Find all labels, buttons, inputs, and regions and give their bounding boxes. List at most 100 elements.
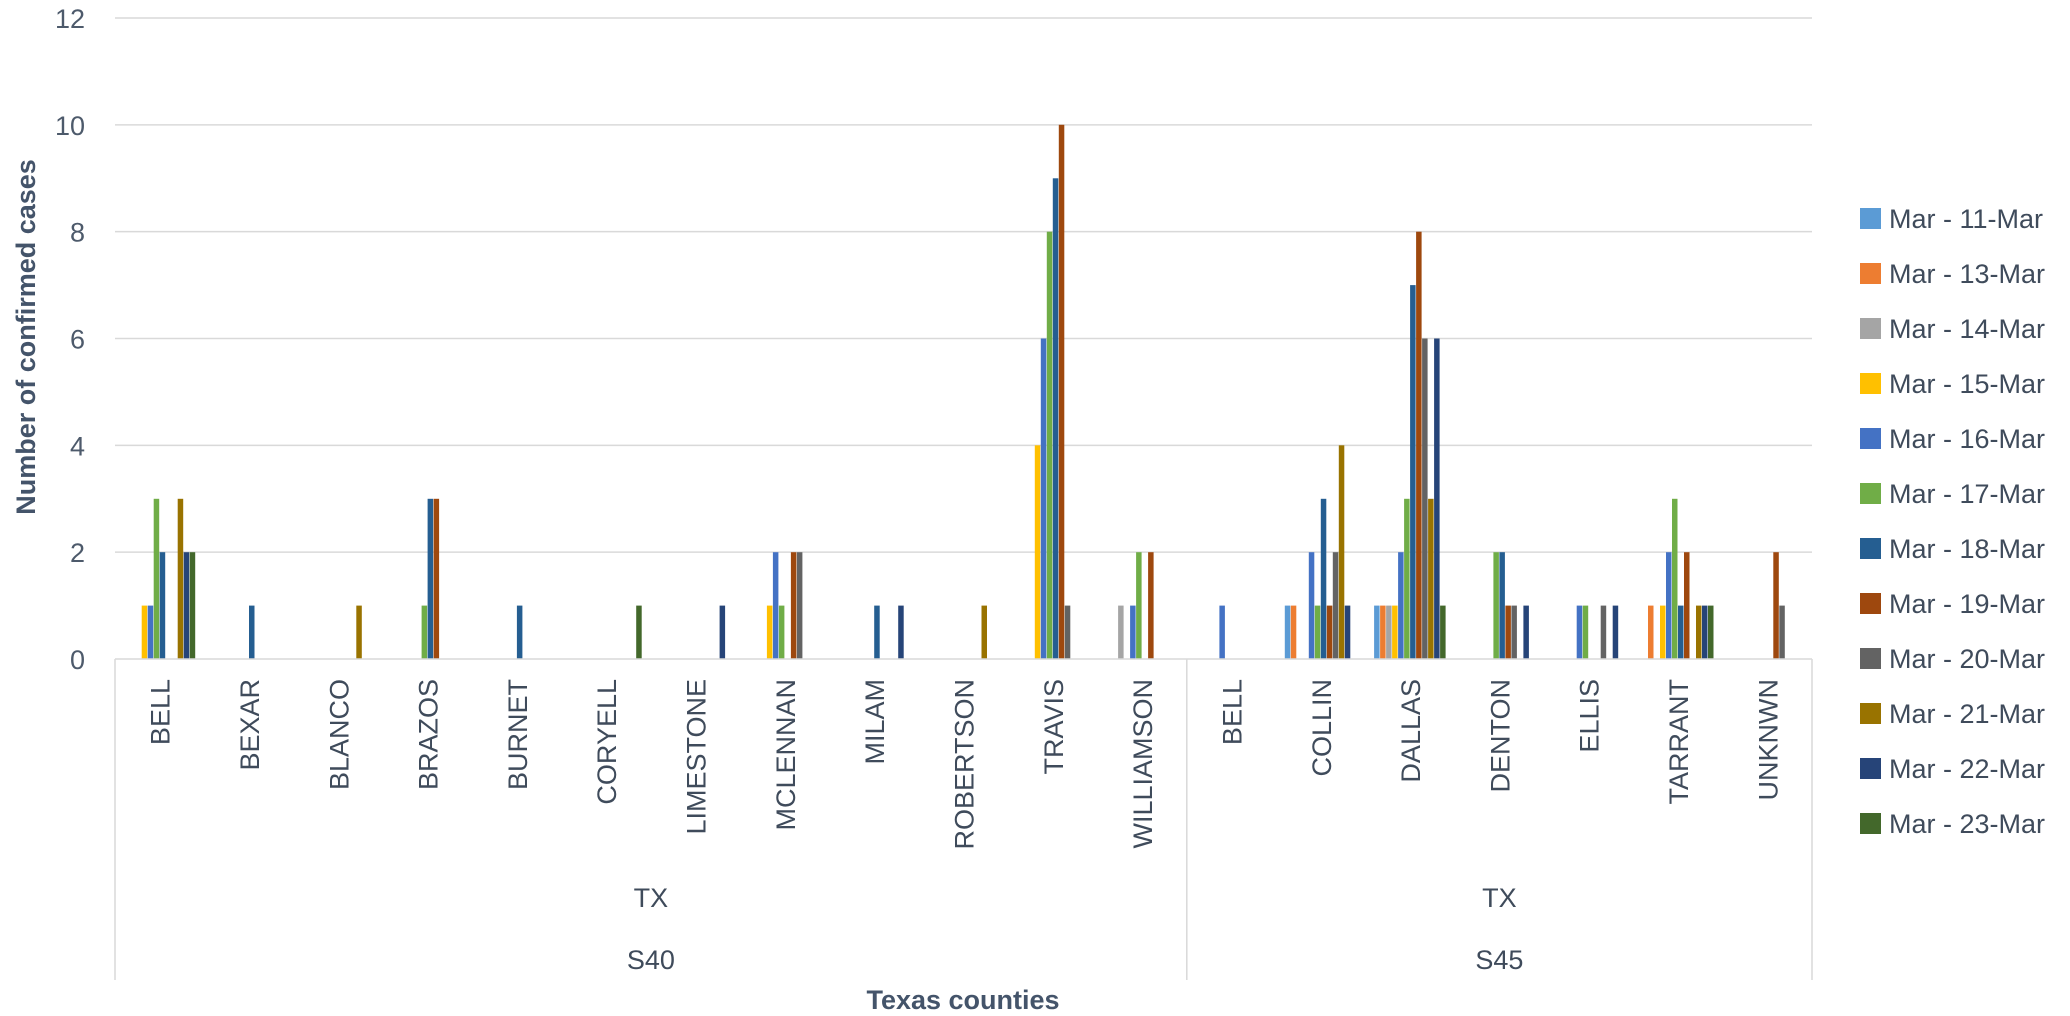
bar bbox=[421, 605, 428, 659]
legend-swatch bbox=[1860, 373, 1881, 394]
bar bbox=[1040, 338, 1047, 659]
legend-label: Mar - 14-Mar bbox=[1889, 314, 2045, 344]
legend-label: Mar - 13-Mar bbox=[1889, 259, 2045, 289]
x-tick-label: TARRANT bbox=[1664, 679, 1694, 805]
bar bbox=[1499, 552, 1505, 659]
x-tick-label: BLANCO bbox=[324, 679, 354, 790]
bar bbox=[1219, 605, 1225, 659]
group-label: S40 bbox=[627, 945, 675, 975]
x-tick-label: BELL bbox=[1217, 679, 1247, 745]
legend-swatch bbox=[1860, 758, 1881, 779]
y-tick-label: 10 bbox=[55, 111, 85, 141]
legend-swatch bbox=[1860, 263, 1881, 284]
x-tick-label: MCLENNAN bbox=[771, 679, 801, 831]
bar bbox=[249, 605, 255, 659]
bar bbox=[177, 498, 184, 660]
group-label: S45 bbox=[1475, 945, 1523, 975]
bar bbox=[1416, 231, 1422, 659]
gridlines bbox=[115, 17, 1812, 553]
bar bbox=[1434, 338, 1440, 659]
bar bbox=[153, 498, 160, 660]
bar bbox=[147, 605, 154, 659]
legend-swatch bbox=[1860, 483, 1881, 504]
legend-swatch bbox=[1860, 703, 1881, 724]
x-tick-label: BURNET bbox=[503, 679, 533, 790]
bar bbox=[1034, 445, 1041, 659]
x-tick-label: UNKNWN bbox=[1753, 679, 1783, 801]
bar bbox=[898, 605, 904, 659]
x-axis-title: Texas counties bbox=[866, 985, 1059, 1015]
bar bbox=[719, 605, 726, 659]
bar bbox=[790, 552, 797, 659]
bar bbox=[1314, 605, 1321, 659]
bar bbox=[1666, 552, 1672, 659]
bar bbox=[1582, 605, 1589, 659]
bar bbox=[1130, 605, 1136, 659]
x-tick-label: TRAVIS bbox=[1039, 679, 1069, 775]
bar bbox=[1136, 552, 1142, 659]
bar bbox=[1338, 445, 1345, 659]
bar bbox=[1576, 605, 1583, 659]
legend: Mar - 11-Mar Mar - 13-Mar Mar - 14-Mar Mar … bbox=[1860, 204, 2045, 839]
bar bbox=[1648, 605, 1654, 659]
bar bbox=[1696, 605, 1702, 659]
bar bbox=[1523, 605, 1529, 659]
bar bbox=[1392, 605, 1398, 659]
bar bbox=[1118, 605, 1124, 659]
x-tick-label: BELL bbox=[146, 679, 176, 745]
bar bbox=[1320, 498, 1327, 660]
bar bbox=[1052, 178, 1059, 660]
bar bbox=[1374, 605, 1380, 659]
bar bbox=[636, 605, 642, 659]
bar bbox=[1148, 552, 1154, 659]
bar bbox=[1660, 605, 1666, 659]
bar bbox=[1058, 124, 1065, 660]
y-tick-label: 12 bbox=[55, 4, 85, 34]
y-tick-label: 6 bbox=[70, 325, 85, 355]
bar bbox=[1410, 285, 1416, 659]
bar bbox=[141, 605, 148, 659]
legend-swatch bbox=[1860, 428, 1881, 449]
y-axis-ticks: 0 2 4 6 8 10 12 bbox=[55, 4, 85, 675]
legend-label: Mar - 23-Mar bbox=[1889, 809, 2045, 839]
x-tick-label: ROBERTSON bbox=[950, 679, 980, 850]
bars bbox=[141, 124, 1785, 660]
bar bbox=[796, 552, 803, 659]
bar bbox=[1284, 605, 1291, 659]
y-tick-label: 4 bbox=[70, 431, 85, 461]
state-label: TX bbox=[634, 883, 669, 913]
y-tick-label: 0 bbox=[70, 645, 85, 675]
bar bbox=[1678, 605, 1684, 659]
x-tick-label: BRAZOS bbox=[414, 679, 444, 790]
legend-swatch bbox=[1860, 648, 1881, 669]
y-axis-title: Number of confirmed cases bbox=[11, 159, 41, 515]
x-axis-group-labels: TX S40 TX S45 bbox=[627, 883, 1524, 975]
x-tick-label: COLLIN bbox=[1307, 679, 1337, 777]
x-tick-label: ELLIS bbox=[1575, 679, 1605, 753]
bar bbox=[1684, 552, 1690, 659]
bar bbox=[1702, 605, 1708, 659]
bar bbox=[1326, 605, 1333, 659]
bar bbox=[1773, 552, 1779, 659]
legend-label: Mar - 17-Mar bbox=[1889, 479, 2045, 509]
legend-swatch bbox=[1860, 593, 1881, 614]
bar bbox=[516, 605, 523, 659]
state-label: TX bbox=[1482, 883, 1517, 913]
bar bbox=[1779, 605, 1785, 659]
bar bbox=[427, 498, 434, 660]
bar bbox=[766, 605, 773, 659]
bar bbox=[1428, 498, 1434, 660]
x-tick-label: CORYELL bbox=[592, 679, 622, 805]
bar bbox=[1612, 605, 1619, 659]
legend-label: Mar - 11-Mar bbox=[1889, 204, 2043, 234]
legend-swatch bbox=[1860, 318, 1881, 339]
bar bbox=[1440, 605, 1446, 659]
bar bbox=[1404, 498, 1410, 660]
legend-label: Mar - 20-Mar bbox=[1889, 644, 2045, 674]
bar bbox=[1380, 605, 1386, 659]
legend-label: Mar - 16-Mar bbox=[1889, 424, 2045, 454]
x-axis bbox=[114, 658, 1813, 980]
bar bbox=[1505, 605, 1511, 659]
bar bbox=[1600, 605, 1607, 659]
